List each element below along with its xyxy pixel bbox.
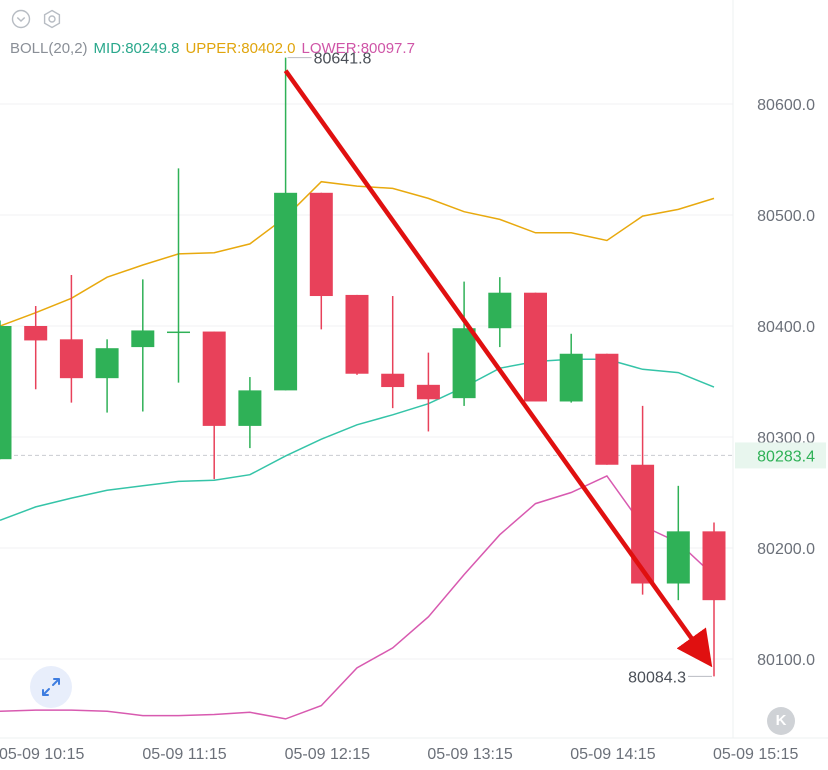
candle-body: [202, 331, 226, 426]
candle-body: [381, 373, 405, 388]
candle: [309, 192, 333, 330]
candle: [131, 279, 155, 412]
candle: [24, 306, 48, 390]
k-label: K: [775, 712, 787, 729]
candle: [238, 377, 262, 449]
expand-button[interactable]: [30, 666, 72, 708]
expand-arrows-icon: [42, 678, 60, 696]
candle-body: [666, 531, 690, 584]
time-axis: 05-09 10:15 05-09 11:15 05-09 12:15 05-09 1…: [0, 746, 799, 763]
boll-indicator-label: BOLL(20,2): [10, 40, 88, 57]
candle-body: [131, 330, 155, 348]
high-price-annotation: 80641.8: [314, 51, 372, 68]
y-tick-label: 80200.0: [757, 541, 815, 558]
annotations: 80641.8 80084.3: [287, 51, 712, 686]
price-axis: 80100.080200.080300.080400.080500.080600…: [735, 97, 826, 669]
candle: [595, 353, 619, 465]
y-tick-label: 80100.0: [757, 652, 815, 669]
red-trend-arrow: [283, 69, 713, 668]
candle: [524, 292, 547, 402]
y-tick-label: 80500.0: [757, 208, 815, 225]
boll-legend: BOLL(20,2) MID:80249.8 UPPER:80402.0 LOWER:…: [10, 40, 421, 57]
candle-body: [95, 348, 119, 379]
boll-upper-line: [0, 180, 715, 327]
boll-lower-label: LOWER:80097.7: [301, 40, 415, 57]
candle-body: [488, 292, 512, 329]
x-tick-label: 05-09 13:15: [427, 746, 513, 763]
candle: [559, 333, 583, 403]
candle: [381, 296, 405, 409]
candle-body: [702, 531, 726, 601]
chevron-down-icon[interactable]: [11, 9, 31, 29]
candle-body: [238, 390, 262, 426]
grid-lines: [0, 0, 828, 739]
candle-body: [309, 192, 333, 297]
candle-body: [631, 464, 655, 584]
boll-mid-line: [0, 358, 715, 522]
low-price-annotation: 80084.3: [628, 669, 686, 686]
candle-body: [274, 192, 298, 391]
candle-body: [167, 331, 190, 334]
x-tick-label: 05-09 12:15: [285, 746, 371, 763]
candle: [95, 339, 119, 413]
candle-body: [24, 326, 48, 341]
candle: [666, 485, 690, 601]
y-tick-label: 80600.0: [757, 97, 815, 114]
candle: [345, 294, 369, 375]
trend-arrow: [283, 69, 713, 668]
last-price-badge: [735, 442, 826, 469]
candle-body: [559, 353, 583, 402]
x-tick-label: 05-09 15:15: [713, 746, 799, 763]
y-tick-label: 80400.0: [757, 319, 815, 336]
last-price-label: 80283.4: [757, 448, 815, 465]
candle-body: [416, 384, 440, 400]
candle: [416, 352, 440, 432]
candle-body: [524, 292, 547, 402]
candle-body: [595, 353, 619, 465]
candle: [274, 57, 298, 391]
boll-lower-line: [0, 474, 715, 720]
candle: [702, 522, 726, 677]
x-tick-label: 05-09 11:15: [142, 746, 226, 763]
x-tick-label: 05-09 14:15: [570, 746, 656, 763]
candle-body: [0, 326, 12, 460]
candle-body: [59, 339, 83, 379]
candle: [452, 281, 476, 406]
candle-body: [452, 328, 476, 399]
candle: [631, 405, 655, 595]
candle: [167, 168, 190, 383]
boll-mid-label: MID:80249.8: [93, 40, 180, 57]
settings-hexagon-icon[interactable]: [42, 9, 62, 29]
boll-upper-label: UPPER:80402.0: [185, 40, 296, 57]
candle: [0, 320, 12, 460]
candle: [488, 277, 512, 348]
candle-body: [345, 294, 369, 374]
kline-toggle-button[interactable]: K: [767, 707, 795, 735]
x-tick-label: 05-09 10:15: [0, 746, 85, 763]
candle: [202, 331, 226, 480]
boll-bands: [0, 180, 715, 720]
candle: [59, 274, 83, 403]
candles: [0, 57, 726, 677]
